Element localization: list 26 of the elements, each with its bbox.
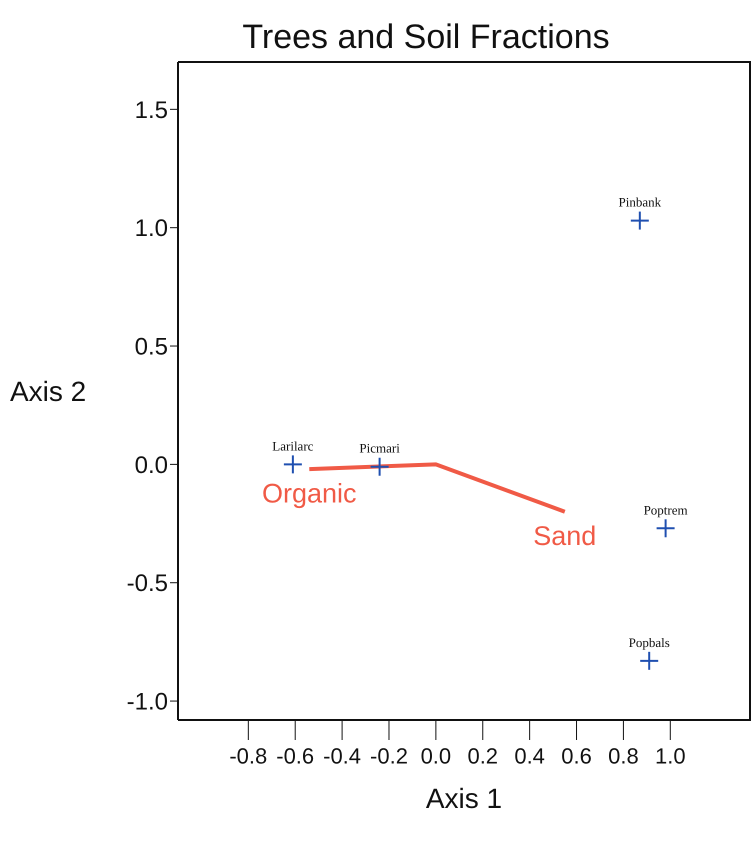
x-tick-label: 0.8 (608, 744, 639, 769)
y-tick-label: 0.0 (134, 452, 168, 479)
y-tick-label: -1.0 (126, 688, 168, 716)
annotation: Larilarc (272, 438, 314, 454)
x-tick-label: -0.4 (323, 744, 362, 769)
y-tick-label: 1.0 (134, 215, 168, 242)
annotation: Organic (262, 478, 357, 508)
x-tick-label: -0.2 (370, 744, 408, 769)
y-tick-label: -0.5 (126, 570, 168, 598)
y-axis-title: Axis 2 (10, 376, 86, 407)
x-tick-label: 0.0 (420, 744, 452, 769)
annotation: Pinbank (618, 194, 662, 210)
annotation: Picmari (359, 440, 400, 456)
annotation: Poptrem (644, 502, 688, 518)
x-tick-label: 0.4 (514, 744, 545, 769)
annotation: Sand (533, 520, 596, 551)
x-tick-label: 0.2 (467, 744, 498, 769)
x-tick-label: -0.8 (229, 744, 268, 769)
x-tick-label: 0.6 (561, 744, 592, 769)
x-tick-label: 1.0 (655, 744, 686, 769)
x-tick-label: -0.6 (276, 744, 314, 769)
x-axis-title: Axis 1 (426, 783, 502, 814)
y-tick-label: 1.5 (134, 96, 168, 124)
chart-title: Trees and Soil Fractions (242, 18, 610, 56)
annotation: Popbals (628, 634, 670, 650)
y-tick-label: 0.5 (134, 334, 168, 361)
